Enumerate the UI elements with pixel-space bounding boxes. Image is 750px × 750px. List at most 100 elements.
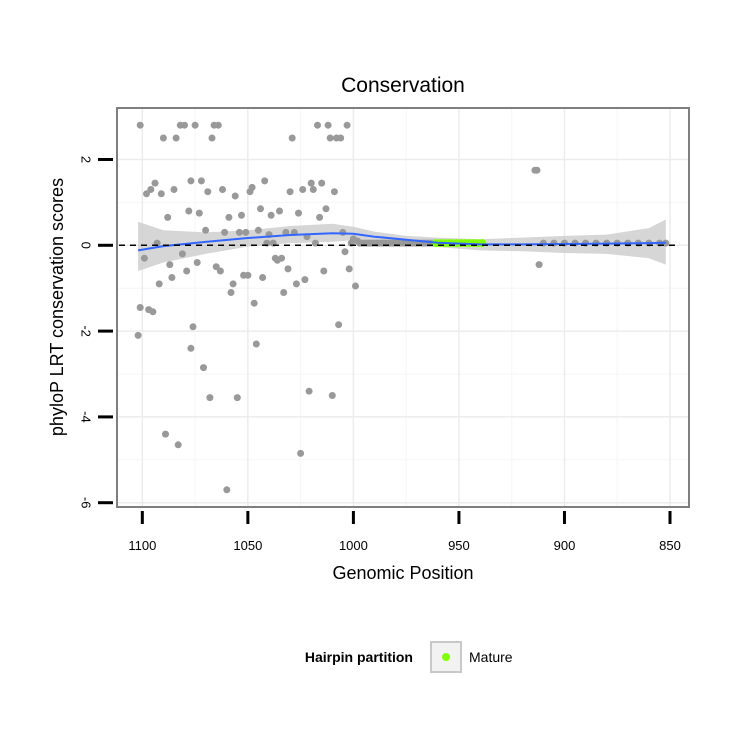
data-point <box>250 299 258 307</box>
data-point <box>284 265 292 273</box>
data-point <box>252 340 260 348</box>
data-point <box>339 228 347 236</box>
data-point <box>337 134 345 142</box>
data-point <box>168 274 176 281</box>
smooth-line <box>137 232 666 252</box>
data-point <box>307 179 315 187</box>
y-axis-title: phyloP LRT conservation scores <box>47 178 67 436</box>
data-point <box>202 226 210 234</box>
data-point <box>286 188 294 196</box>
data-point <box>280 289 288 296</box>
x-tick-label: 1050 <box>233 538 262 553</box>
data-point <box>314 121 321 129</box>
data-point <box>233 394 241 402</box>
data-point <box>318 179 326 187</box>
data-point <box>533 166 541 174</box>
y-tick-label: -4 <box>79 411 94 423</box>
data-point <box>134 331 142 339</box>
data-point <box>267 211 275 219</box>
x-axis: 1100 1050 1000 950 900 850 <box>128 511 681 553</box>
data-point <box>187 177 195 185</box>
y-tick-label: 2 <box>79 156 94 163</box>
data-point <box>225 213 233 221</box>
data-point <box>151 179 159 187</box>
data-point <box>227 289 235 296</box>
data-point <box>242 228 250 236</box>
data-point <box>278 254 286 262</box>
x-tick-label: 850 <box>659 538 681 553</box>
y-tick-label: 0 <box>79 242 94 249</box>
data-point <box>197 177 205 185</box>
x-tick-label: 950 <box>448 538 470 553</box>
data-point <box>309 186 317 193</box>
legend-title: Hairpin partition <box>305 649 413 665</box>
data-point <box>335 321 343 329</box>
data-point <box>297 449 305 457</box>
data-point <box>181 121 188 129</box>
data-point <box>187 344 195 352</box>
data-point <box>136 121 144 129</box>
data-point <box>288 134 296 142</box>
data-point <box>295 209 302 217</box>
x-tick-label: 1100 <box>128 538 156 553</box>
data-point <box>248 183 256 191</box>
data-point <box>159 134 167 142</box>
data-point <box>170 186 178 193</box>
data-point <box>305 387 313 395</box>
data-point <box>235 228 243 236</box>
legend-label-mature: Mature <box>469 649 513 665</box>
data-point <box>136 304 144 311</box>
x-axis-title: Genomic Position <box>332 563 473 583</box>
x-tick-label: 900 <box>554 538 576 553</box>
data-point <box>206 394 214 402</box>
data-point <box>257 205 264 213</box>
data-point <box>341 248 349 256</box>
data-point <box>328 392 336 399</box>
data-point <box>229 280 237 288</box>
data-point <box>535 261 543 269</box>
data-point <box>204 188 212 196</box>
data-point <box>157 190 165 198</box>
data-point <box>219 186 226 193</box>
data-point <box>149 308 157 316</box>
y-tick-label: -6 <box>79 497 94 509</box>
data-point <box>316 213 324 221</box>
data-point <box>322 205 330 213</box>
data-point <box>238 211 245 219</box>
data-point <box>352 282 359 290</box>
data-point <box>231 192 239 200</box>
data-point <box>147 186 155 193</box>
points-layer <box>134 121 670 494</box>
data-point <box>301 276 309 284</box>
smooth-line-layer <box>137 232 666 252</box>
legend: Hairpin partition Mature <box>305 641 513 673</box>
data-point <box>276 207 283 215</box>
data-point <box>172 134 180 142</box>
data-point <box>259 274 267 281</box>
data-point <box>195 209 203 217</box>
data-point <box>162 430 169 438</box>
data-point <box>174 441 182 449</box>
data-point <box>214 121 222 129</box>
data-point <box>299 186 307 193</box>
data-point <box>208 134 216 142</box>
data-point <box>221 228 229 236</box>
data-point <box>185 207 193 215</box>
data-point <box>320 267 328 275</box>
data-point <box>324 121 332 129</box>
y-axis: -6 -4 -2 0 2 <box>79 156 113 509</box>
x-tick-label: 1000 <box>339 538 368 553</box>
legend-key-mature-point <box>442 653 450 661</box>
data-point <box>216 267 224 275</box>
data-point <box>345 265 353 273</box>
y-tick-label: -2 <box>79 325 94 337</box>
data-point <box>183 267 191 275</box>
data-point <box>164 213 172 221</box>
data-point <box>254 226 262 234</box>
data-point <box>155 280 163 288</box>
panel-border <box>116 107 690 508</box>
data-point <box>282 228 290 236</box>
data-point <box>292 280 300 288</box>
grid <box>117 108 689 507</box>
data-point <box>191 121 199 129</box>
